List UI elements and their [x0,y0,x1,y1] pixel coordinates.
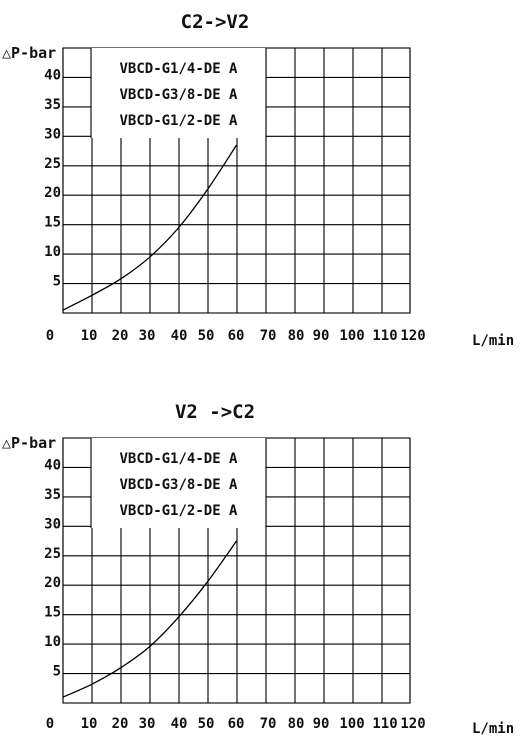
data-point [206,581,209,583]
y-tick-label: 25 [44,156,61,172]
x-tick-label: 70 [260,328,277,344]
x-axis-unit-label: L/min [472,721,514,737]
data-point [62,696,64,698]
y-tick-label: 30 [44,126,61,142]
data-point [62,309,64,311]
y-axis-label: △P-bar [2,434,56,452]
data-point [149,645,151,648]
chart-title: V2 ->C2 [175,401,255,423]
chart-title: C2->V2 [181,11,250,33]
chart-v2-c2: V2 ->C2 △P-bar VBCD-G1/4-DE A VBCD-G3/8-DE … [2,401,514,737]
x-axis-unit-label: L/min [472,333,514,349]
x-tick-label: 0 [46,328,54,344]
x-tick-label: 100 [339,328,364,344]
y-tick-label: 25 [44,546,61,562]
y-tick-label: 40 [44,457,61,473]
x-tick-label: 110 [372,716,397,732]
y-tick-label: 10 [44,244,61,260]
x-tick-label: 100 [339,716,364,732]
y-tick-label: 15 [44,215,61,231]
x-tick-label: 110 [372,328,397,344]
y-tick-label: 35 [44,487,61,503]
x-tick-label: 0 [46,716,54,732]
legend-entry: VBCD-G3/8-DE A [119,87,238,103]
x-tick-label: 20 [112,716,129,732]
y-tick-label: 10 [44,634,61,650]
y-axis-label: △P-bar [2,44,56,62]
data-point [235,540,238,542]
x-tick-label: 60 [228,328,245,344]
legend-entry: VBCD-G1/4-DE A [119,451,238,467]
y-tick-label: 35 [44,97,61,113]
data-point [120,278,122,280]
legend-box [91,48,266,138]
x-tick-label: 120 [400,328,425,344]
x-tick-label: 40 [171,716,188,732]
chart-c2-v2: C2->V2 △P-bar VBCD-G1/4-DE A VBCD-G3/8-DE A… [2,11,514,349]
x-tick-label: 120 [400,716,425,732]
y-tick-label: 20 [44,575,61,591]
x-tick-label: 90 [313,716,330,732]
data-point [178,616,180,618]
legend-entry: VBCD-G1/4-DE A [119,61,238,77]
legend-box [91,438,266,528]
y-tick-label: 15 [44,605,61,621]
data-point [120,667,122,669]
data-point [206,188,209,190]
data-point [178,227,180,229]
legend-entry: VBCD-G3/8-DE A [119,477,238,493]
x-tick-label: 10 [81,716,98,732]
legend-entry: VBCD-G1/2-DE A [119,113,238,129]
data-point [235,144,238,146]
x-tick-label: 80 [288,328,305,344]
x-tick-label: 20 [112,328,129,344]
x-tick-label: 60 [228,716,245,732]
x-tick-label: 50 [198,328,215,344]
x-tick-label: 70 [260,716,277,732]
data-point [91,294,93,296]
x-tick-label: 90 [313,328,330,344]
y-tick-label: 40 [44,67,61,83]
y-tick-label: 5 [53,274,61,290]
y-tick-label: 30 [44,516,61,532]
y-tick-label: 20 [44,185,61,201]
x-tick-label: 10 [81,328,98,344]
y-tick-label: 5 [53,664,61,680]
data-point [91,683,93,685]
data-point [149,256,151,258]
x-tick-label: 40 [171,328,188,344]
x-tick-label: 30 [139,328,156,344]
x-tick-label: 80 [288,716,305,732]
x-tick-label: 30 [139,716,156,732]
x-tick-label: 50 [198,716,215,732]
legend-entry: VBCD-G1/2-DE A [119,503,238,519]
